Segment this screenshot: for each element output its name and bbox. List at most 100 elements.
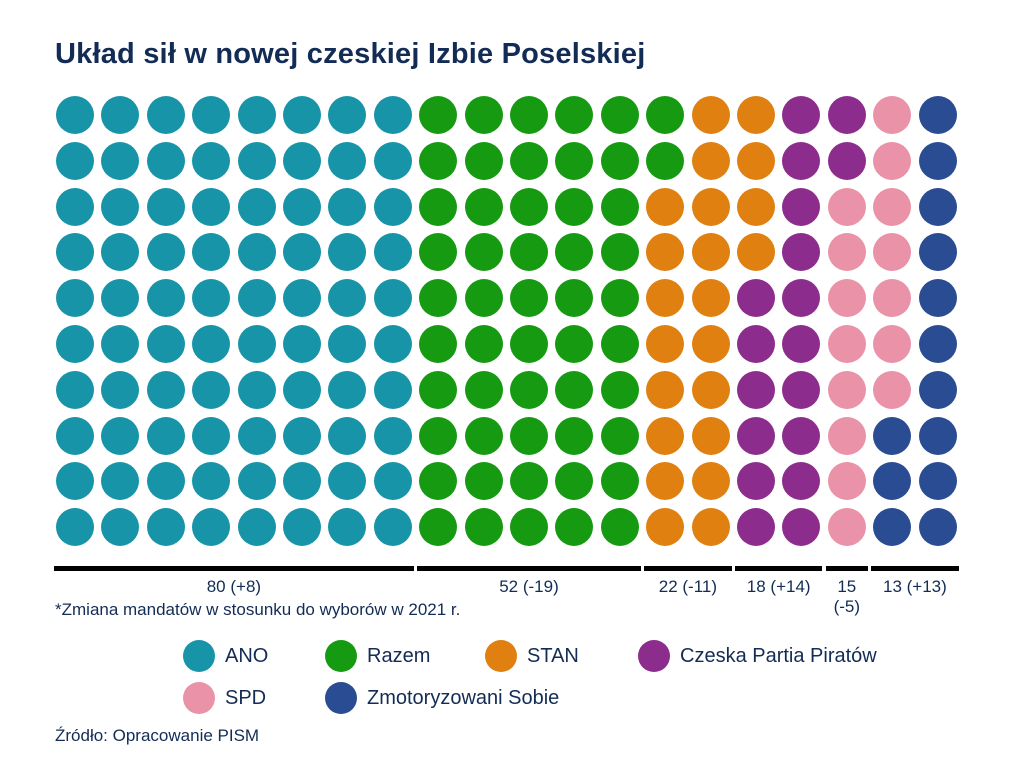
seat-dot-zmotoryzowani-sobie: [918, 416, 957, 455]
seat-dot-razem: [419, 416, 458, 455]
seat-dot-razem: [600, 325, 639, 363]
seat-dot-zmotoryzowani-sobie: [918, 141, 957, 180]
seat-dot-spd: [873, 370, 912, 409]
legend-label-ano: ANO: [225, 644, 269, 667]
seat-dot-razem: [555, 96, 594, 134]
seat-dot-razem: [600, 141, 639, 180]
seat-dot-razem: [646, 141, 685, 180]
seat-dot-razem: [464, 96, 503, 134]
seat-dot-ano: [101, 187, 140, 226]
seat-dot-razem: [510, 279, 548, 318]
seat-dot-ano: [237, 187, 276, 226]
seat-dot-ano: [373, 233, 412, 272]
axis-segment-razem: [417, 566, 641, 571]
seat-dot-razem: [555, 370, 594, 409]
legend-swatch-ano: [183, 640, 215, 672]
seat-dot-stan: [646, 416, 685, 455]
seat-dot-razem: [510, 416, 548, 455]
seat-dot-razem: [555, 325, 594, 363]
seat-dot-ano: [328, 279, 367, 318]
seat-dot-stan: [691, 462, 730, 501]
seat-dot-razem: [464, 416, 503, 455]
seat-dot-stan: [737, 187, 775, 226]
seat-dot-razem: [600, 279, 639, 318]
seat-dot-czeska-partia-piratów: [782, 233, 821, 272]
legend-swatch-czeska-partia-piratów: [638, 640, 670, 672]
legend-label-spd: SPD: [225, 686, 267, 709]
seat-dot-razem: [419, 187, 458, 226]
seat-dot-razem: [510, 96, 548, 134]
footnote: *Zmiana mandatów w stosunku do wyborów w…: [55, 600, 461, 619]
seat-dot-spd: [873, 233, 912, 272]
seat-dot-ano: [283, 96, 321, 134]
seat-dot-ano: [283, 325, 321, 363]
seat-dot-ano: [192, 325, 231, 363]
seat-dot-ano: [56, 141, 94, 180]
seat-dot-czeska-partia-piratów: [827, 141, 866, 180]
seat-dot-razem: [555, 416, 594, 455]
seat-dot-ano: [192, 141, 231, 180]
seat-dot-zmotoryzowani-sobie: [918, 462, 957, 501]
seat-dot-czeska-partia-piratów: [782, 325, 821, 363]
seat-dot-czeska-partia-piratów: [737, 462, 775, 501]
seat-dot-razem: [419, 279, 458, 318]
seat-dot-ano: [101, 370, 140, 409]
seat-dot-razem: [510, 508, 548, 547]
seat-dot-ano: [373, 508, 412, 547]
seat-dot-czeska-partia-piratów: [782, 416, 821, 455]
seat-dot-razem: [419, 508, 458, 547]
seat-dot-stan: [737, 96, 775, 134]
seat-dot-razem: [600, 96, 639, 134]
seat-dot-ano: [101, 279, 140, 318]
seat-dot-ano: [101, 416, 140, 455]
seat-dot-razem: [464, 508, 503, 547]
seat-dot-ano: [101, 96, 140, 134]
seat-dot-razem: [419, 462, 458, 501]
seat-dot-ano: [192, 508, 231, 547]
seat-dot-ano: [192, 279, 231, 318]
seat-dot-ano: [101, 325, 140, 363]
seat-dot-ano: [146, 233, 185, 272]
seat-dot-czeska-partia-piratów: [782, 187, 821, 226]
seat-dot-razem: [510, 462, 548, 501]
seat-dot-ano: [56, 370, 94, 409]
seat-dot-ano: [146, 187, 185, 226]
seat-dot-ano: [328, 96, 367, 134]
seat-dot-stan: [691, 325, 730, 363]
seat-dot-ano: [328, 508, 367, 547]
legend-swatch-zmotoryzowani-sobie: [325, 682, 357, 714]
seat-dot-ano: [373, 279, 412, 318]
seat-dot-razem: [464, 279, 503, 318]
seat-dot-ano: [373, 370, 412, 409]
legend-item-zmotoryzowani-sobie: Zmotoryzowani Sobie: [325, 682, 559, 714]
seat-dot-stan: [737, 233, 775, 272]
seat-dot-czeska-partia-piratów: [782, 279, 821, 318]
seat-dot-zmotoryzowani-sobie: [918, 279, 957, 318]
legend-swatch-spd: [183, 682, 215, 714]
seat-dot-zmotoryzowani-sobie: [918, 187, 957, 226]
legend-item-spd: SPD: [183, 682, 266, 714]
seat-dot-razem: [464, 462, 503, 501]
seat-dot-ano: [283, 233, 321, 272]
seat-dot-ano: [237, 462, 276, 501]
legend-swatch-stan: [485, 640, 517, 672]
seat-dot-czeska-partia-piratów: [782, 141, 821, 180]
seat-dot-ano: [101, 462, 140, 501]
legend-item-razem: Razem: [325, 640, 430, 672]
seat-dot-razem: [600, 416, 639, 455]
seat-dot-razem: [419, 96, 458, 134]
seat-dot-ano: [237, 325, 276, 363]
seat-count-label-czeska-partia-piratów: 18 (+14): [746, 577, 811, 596]
seat-dot-ano: [146, 141, 185, 180]
seat-dot-ano: [192, 96, 231, 134]
seat-dot-razem: [419, 233, 458, 272]
seat-dot-razem: [510, 325, 548, 363]
seat-dot-stan: [646, 325, 685, 363]
seat-dot-razem: [510, 370, 548, 409]
seat-dot-czeska-partia-piratów: [782, 462, 821, 501]
seat-dot-stan: [691, 416, 730, 455]
seat-dot-ano: [328, 325, 367, 363]
seat-dot-zmotoryzowani-sobie: [873, 508, 912, 547]
seat-dot-razem: [555, 462, 594, 501]
